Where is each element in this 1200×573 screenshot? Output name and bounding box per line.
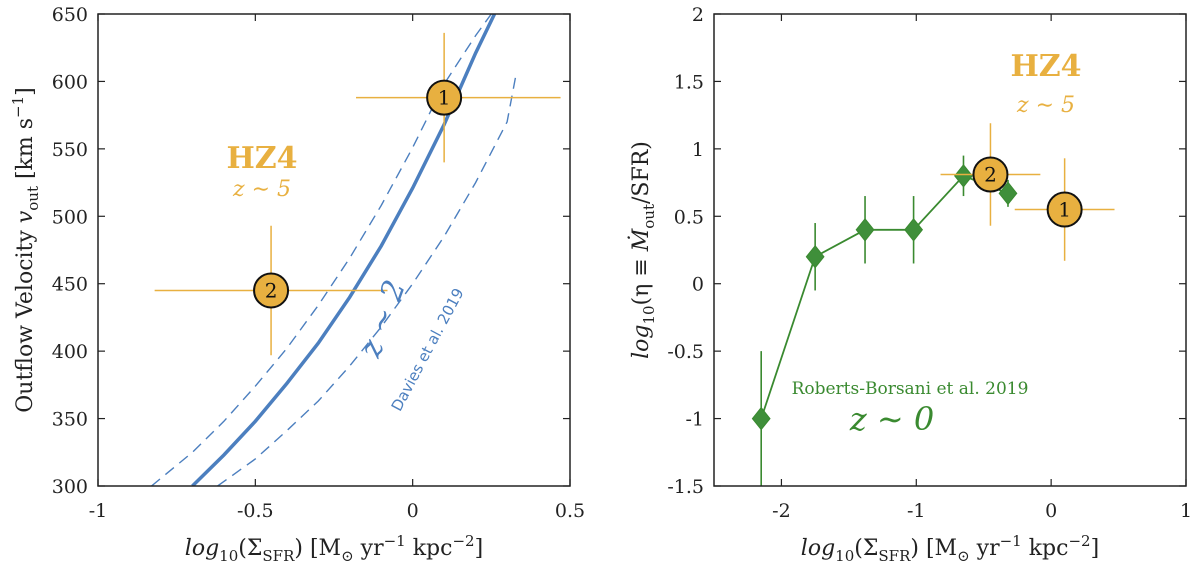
left-y-tick-label: 350 [52,409,88,431]
left-x-tick-label: -0.5 [237,500,274,522]
right-y-axis-label: log10(η ≡ Ṁout/SFR) [627,141,658,359]
left-y-tick-label: 500 [52,206,88,228]
right-x-tick-label: 1 [1180,500,1192,522]
right-y-tick-label: 1.5 [674,71,704,93]
hz4-point-label: 2 [984,162,997,186]
left-y-tick-label: 400 [52,341,88,363]
hz4-point-2 [253,272,290,309]
right-x-axis-label: log10(ΣSFR) [M⊙ yr−1 kpc−2] [801,532,1099,565]
hz4-point-label: 2 [265,278,278,302]
right-x-tick-label: -2 [772,500,791,522]
fit-lower-bound [217,71,518,486]
fit-upper-bound [151,14,492,486]
left-y-tick-label: 650 [52,4,88,26]
left-y-tick-label: 300 [52,476,88,498]
rb-diamond-marker [904,217,924,242]
z0-label: z ∼ 0 [849,400,934,438]
hz4-point-label: 1 [438,86,451,110]
rb-diamond-marker [855,217,875,242]
right-y-tick-label: -1.5 [667,476,704,498]
right-hz4-label: HZ4 [1010,49,1081,84]
left-x-tick-label: 0 [407,500,419,522]
hz4-point-1 [426,79,463,116]
right-panel: 1 2 -2 -1 0 1 -1.5 -1 -0.5 0 0.5 1 1.5 2 log10(η ≡ Ṁ… [627,4,1192,565]
left-x-tick-label: -1 [89,500,108,522]
right-y-tick-label: 1 [692,139,704,161]
right-plot-frame [713,13,1187,487]
right-y-tick-label: -0.5 [667,341,704,363]
left-y-tick-label: 600 [52,71,88,93]
right-y-tick-label: 0 [692,274,704,296]
hz4-point-1 [1046,191,1083,228]
left-z5-label: z ∼ 5 [232,177,291,202]
right-y-tick-label: -1 [685,409,704,431]
hz4-point-label: 1 [1058,198,1071,222]
left-hz4-label: HZ4 [226,141,297,176]
hz4-point-2 [972,156,1009,193]
right-x-tick-label: -1 [907,500,926,522]
right-z5-label: z ∼ 5 [1016,93,1075,118]
rb-diamond-marker [751,406,771,431]
left-y-tick-label: 450 [52,274,88,296]
left-x-tick-label: 0.5 [555,500,585,522]
rb-diamond-marker [805,244,825,269]
left-panel: 1 2 -1 -0.5 0 0.5 300 350 400 450 500 550 600 650 Ou… [9,4,585,565]
rb-diamond-marker [954,164,973,188]
roberts-borsani-label: Roberts-Borsani et al. 2019 [792,379,1029,399]
z2-label: z ∼ 2 [353,276,413,363]
rb-series-line [760,174,1009,419]
rb-diamond-marker [998,181,1018,206]
left-plot-frame [97,13,571,487]
left-y-axis-label: Outflow Velocity vout [km s−1] [9,87,42,413]
right-x-tick-label: 0 [1045,500,1057,522]
left-y-tick-label: 550 [52,139,88,161]
right-y-tick-label: 2 [692,4,704,26]
left-x-axis-label: log10(ΣSFR) [M⊙ yr−1 kpc−2] [185,532,483,565]
right-y-tick-label: 0.5 [674,206,704,228]
